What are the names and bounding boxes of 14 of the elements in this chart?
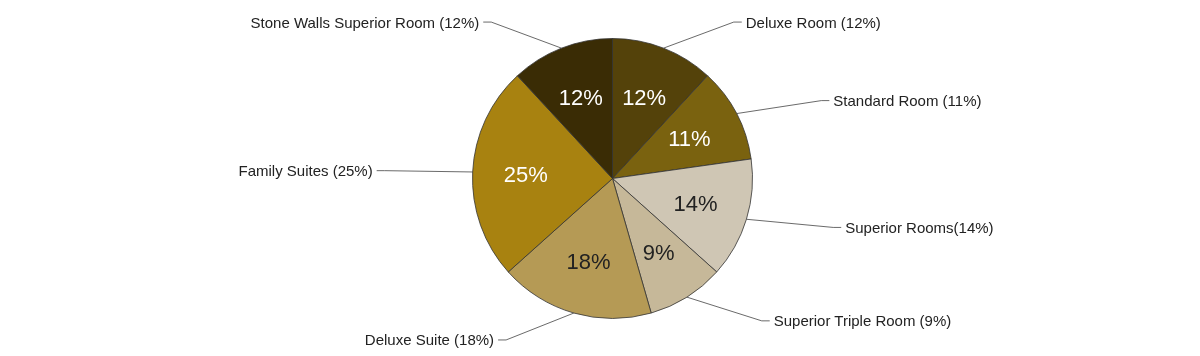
slice-label: Superior Rooms(14%) [845,218,994,236]
data-label: 11% [668,125,711,151]
slice-label: Family Suites (25%) [238,162,373,180]
slice-label: Standard Room (11%) [833,92,982,110]
slice-label: Deluxe Room (12%) [745,13,881,31]
data-label: 12% [558,85,603,111]
slice-label: Stone Walls Superior Room (12%) [250,13,480,31]
data-label: 12% [622,85,667,111]
data-label: 14% [673,191,718,217]
slice-label: Deluxe Suite (18%) [364,331,495,349]
data-label: 9% [642,239,675,265]
data-label: 25% [503,161,548,187]
data-label: 18% [566,249,611,275]
slice-label: Superior Triple Room (9%) [773,312,952,330]
